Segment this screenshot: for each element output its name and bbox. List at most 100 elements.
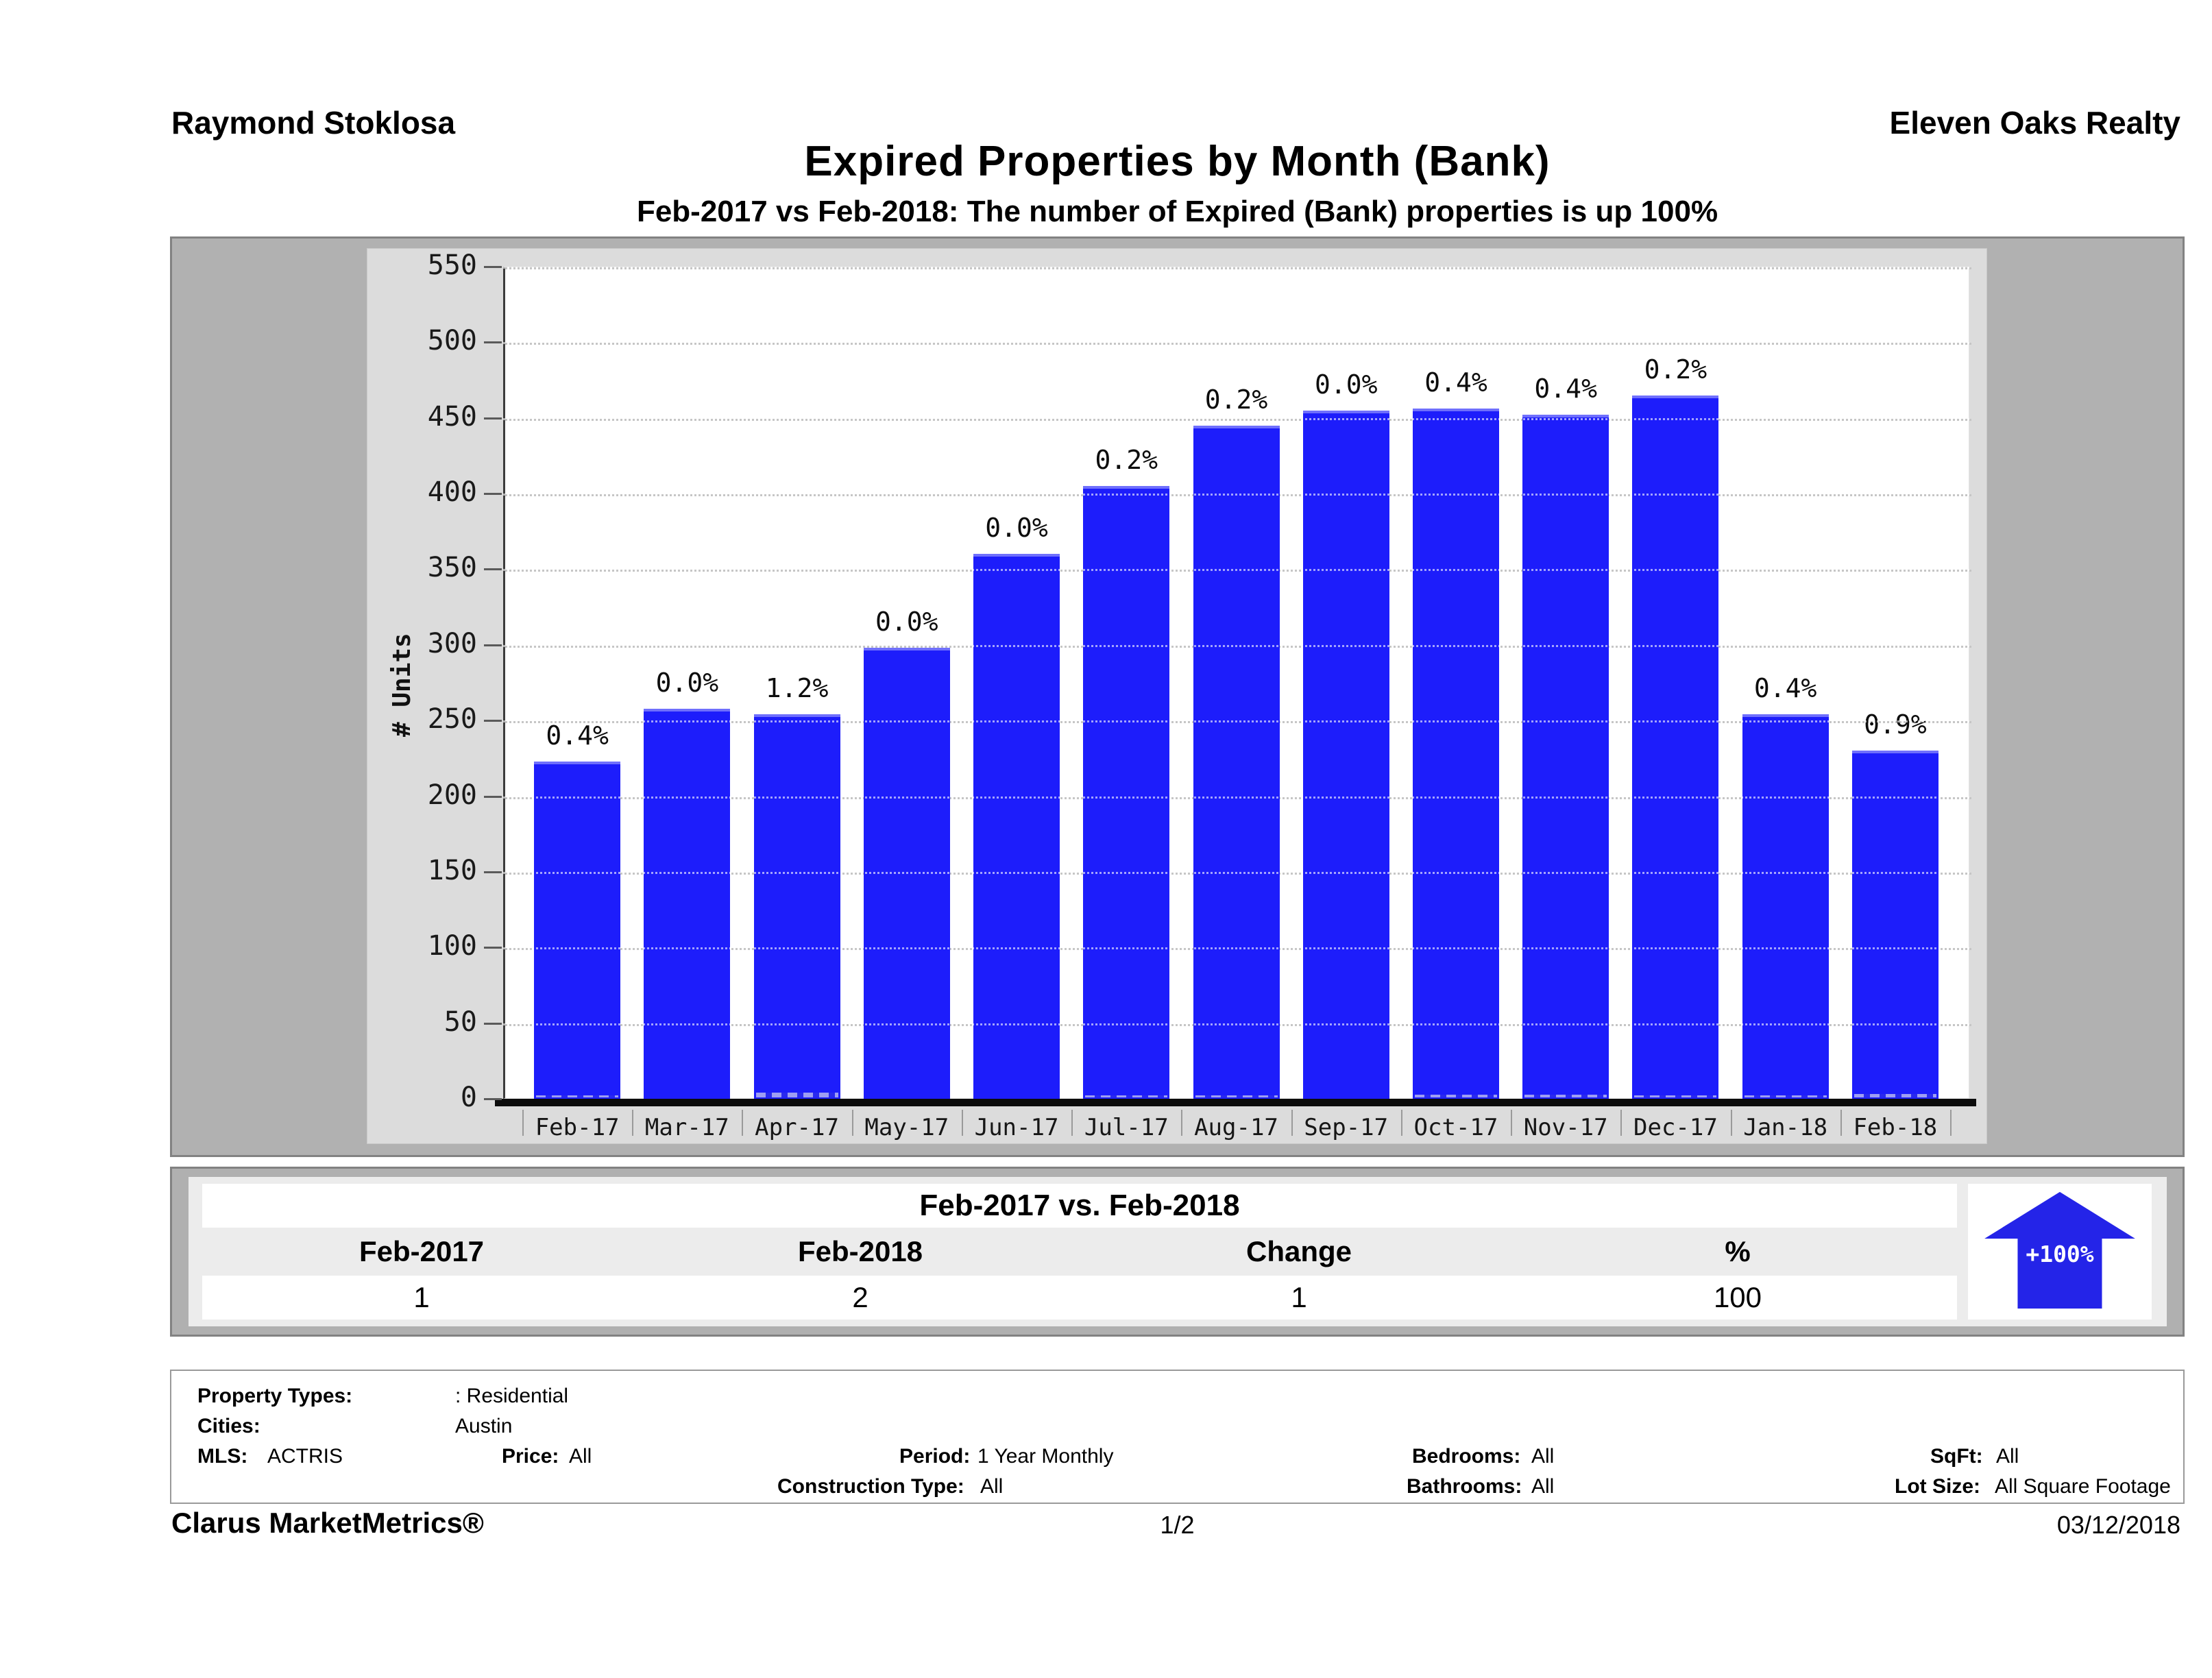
bar-feb-18 xyxy=(1851,751,1938,1099)
comparison-value-row: 1 2 1 100 xyxy=(202,1276,1957,1320)
change-badge-label: +100% xyxy=(2026,1241,2094,1268)
comparison-col-header: % xyxy=(1725,1235,1751,1267)
y-tick-mark xyxy=(484,795,502,798)
bar-percent-label: 0.0% xyxy=(985,513,1048,543)
y-tick-label: 0 xyxy=(460,1082,477,1113)
bank-share-strip xyxy=(755,1093,838,1097)
y-tick-label: 550 xyxy=(427,250,477,281)
bar-nov-17 xyxy=(1522,415,1609,1099)
footer-brand: Clarus MarketMetrics® xyxy=(171,1507,484,1539)
x-tick-label-oct-17: Oct-17 xyxy=(1413,1114,1498,1141)
x-tick-label-nov-17: Nov-17 xyxy=(1523,1114,1608,1141)
x-tick-label-may-17: May-17 xyxy=(864,1114,949,1141)
comparison-col-header: Feb-2017 xyxy=(358,1235,485,1267)
y-tick-label: 400 xyxy=(427,476,477,509)
y-tick-mark xyxy=(484,266,502,268)
cities-label: Cities: xyxy=(197,1415,260,1437)
agent-name: Raymond Stoklosa xyxy=(171,105,456,141)
bar-aug-17 xyxy=(1193,426,1280,1099)
bank-share-strip xyxy=(1524,1095,1607,1097)
y-tick-mark xyxy=(484,493,502,496)
bar-may-17 xyxy=(863,648,950,1099)
x-tick-label-apr-17: Apr-17 xyxy=(755,1114,839,1141)
change-badge-box: +100% xyxy=(1968,1184,2152,1320)
bathrooms-label: Bathrooms: xyxy=(1407,1475,1522,1498)
mls-label: MLS: xyxy=(197,1445,248,1468)
filters-box: Property Types: : Residential Cities: Au… xyxy=(170,1370,2185,1504)
chart-panel: # Units 0.4% 0.0% 1.2% 0.0% 0.0% 0.2% 0.2% 0.0%… xyxy=(367,248,1987,1144)
comparison-col-value: 1 xyxy=(413,1281,430,1313)
bar-percent-label: 1.2% xyxy=(765,673,829,703)
bar-percent-label: 0.4% xyxy=(1753,673,1817,703)
period-value: 1 Year Monthly xyxy=(977,1445,1114,1468)
period-label: Period: xyxy=(899,1445,971,1468)
bar-mar-17 xyxy=(644,709,731,1099)
month-tick-separator xyxy=(1400,1110,1402,1136)
y-tick-mark xyxy=(484,1022,502,1025)
bar-jan-18 xyxy=(1742,714,1829,1099)
bar-dec-17 xyxy=(1632,396,1719,1099)
month-tick-separator xyxy=(1071,1110,1073,1136)
y-tick-mark xyxy=(484,947,502,949)
mls-value: ACTRIS xyxy=(267,1445,343,1468)
y-tick-label: 150 xyxy=(427,854,477,886)
y-tick-label: 500 xyxy=(427,325,477,357)
price-label: Price: xyxy=(502,1445,559,1468)
bank-share-strip xyxy=(1414,1095,1497,1097)
comparison-col-value: 2 xyxy=(852,1281,868,1313)
month-tick-separator xyxy=(851,1110,853,1136)
bar-percent-label: 0.0% xyxy=(655,668,719,698)
bar-percent-label: 0.2% xyxy=(1095,445,1158,475)
y-tick-label: 200 xyxy=(427,779,477,811)
x-tick-label-jul-17: Jul-17 xyxy=(1084,1114,1169,1141)
bar-feb-17 xyxy=(534,762,621,1099)
property-types-label: Property Types: xyxy=(197,1385,353,1407)
month-tick-separator xyxy=(1950,1110,1952,1136)
bar-oct-17 xyxy=(1412,409,1499,1099)
x-tick-label-sep-17: Sep-17 xyxy=(1304,1114,1389,1141)
chart-container: # Units 0.4% 0.0% 1.2% 0.0% 0.0% 0.2% 0.2% 0.0%… xyxy=(170,236,2185,1157)
bank-share-strip xyxy=(1854,1094,1936,1097)
cities-value: Austin xyxy=(455,1415,513,1437)
y-tick-label: 350 xyxy=(427,552,477,584)
bar-jul-17 xyxy=(1083,486,1170,1099)
bank-share-strip xyxy=(1744,1095,1827,1097)
bar-percent-label: 0.2% xyxy=(1204,385,1268,415)
y-tick-label: 50 xyxy=(443,1006,477,1038)
month-tick-separator xyxy=(632,1110,634,1136)
bar-percent-label: 0.4% xyxy=(1424,367,1487,398)
month-tick-separator xyxy=(1620,1110,1622,1136)
bank-share-strip xyxy=(1195,1095,1278,1097)
y-tick-label: 450 xyxy=(427,400,477,433)
construction-type-label: Construction Type: xyxy=(777,1475,964,1498)
month-tick-separator xyxy=(1840,1110,1842,1136)
y-tick-label: 300 xyxy=(427,627,477,659)
x-tick-label-jan-18: Jan-18 xyxy=(1743,1114,1828,1141)
footer-date: 03/12/2018 xyxy=(2056,1511,2180,1539)
sqft-value: All xyxy=(1996,1445,2019,1468)
property-types-value: : Residential xyxy=(455,1385,569,1407)
x-tick-label-dec-17: Dec-17 xyxy=(1633,1114,1718,1141)
y-tick-mark xyxy=(484,871,502,873)
page-title: Expired Properties by Month (Bank) xyxy=(804,138,1551,185)
month-tick-separator xyxy=(1730,1110,1732,1136)
bar-percent-label: 0.0% xyxy=(1314,369,1378,400)
bar-percent-label: 0.9% xyxy=(1864,709,1927,740)
x-tick-label-feb-17: Feb-17 xyxy=(535,1114,620,1141)
x-tick-label-jun-17: Jun-17 xyxy=(974,1114,1059,1141)
comparison-col-value: 1 xyxy=(1291,1281,1307,1313)
month-tick-separator xyxy=(1511,1110,1513,1136)
bar-jun-17 xyxy=(973,554,1060,1099)
comparison-col-header: Change xyxy=(1245,1235,1352,1267)
bedrooms-value: All xyxy=(1531,1445,1555,1468)
y-axis-title: # Units xyxy=(388,633,416,737)
y-tick-mark xyxy=(484,341,502,344)
bar-sep-17 xyxy=(1302,411,1389,1099)
lot-size-label: Lot Size: xyxy=(1895,1475,1980,1498)
y-tick-mark xyxy=(484,644,502,646)
bars-area: 0.4% 0.0% 1.2% 0.0% 0.0% 0.2% 0.2% 0.0% 0.4% 0.4%… xyxy=(522,267,1950,1099)
comparison-col-header: Feb-2018 xyxy=(797,1235,923,1267)
y-tick-mark xyxy=(484,417,502,420)
month-tick-separator xyxy=(1181,1110,1183,1136)
